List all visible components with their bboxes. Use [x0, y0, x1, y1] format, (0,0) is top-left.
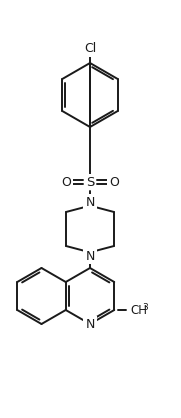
Text: O: O	[61, 176, 71, 189]
Text: S: S	[86, 176, 94, 189]
Text: CH: CH	[130, 303, 147, 316]
Text: Cl: Cl	[84, 43, 96, 56]
Text: N: N	[85, 318, 95, 331]
Text: O: O	[109, 176, 119, 189]
Text: N: N	[85, 250, 95, 263]
Text: 3: 3	[142, 303, 148, 311]
Text: N: N	[85, 196, 95, 209]
